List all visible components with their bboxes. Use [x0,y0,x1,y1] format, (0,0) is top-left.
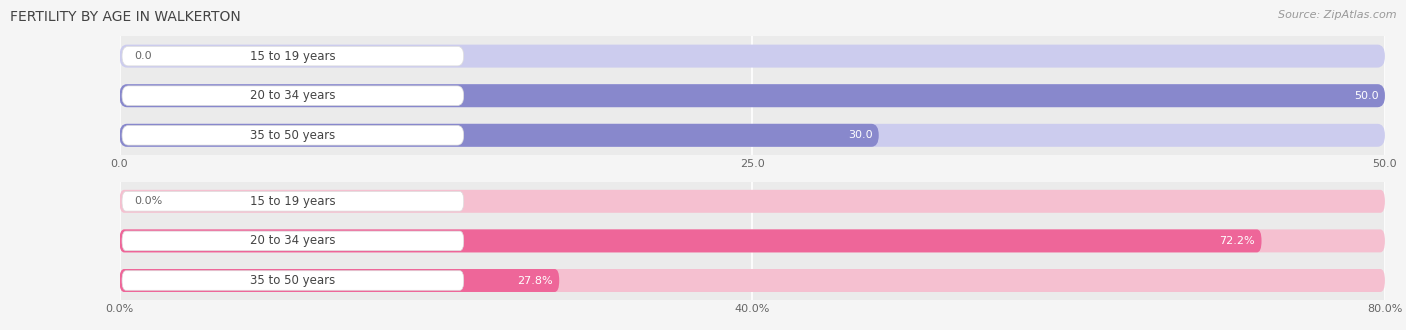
Text: 50.0: 50.0 [1354,91,1379,101]
Text: Source: ZipAtlas.com: Source: ZipAtlas.com [1278,10,1396,20]
Text: 27.8%: 27.8% [517,276,553,285]
FancyBboxPatch shape [122,191,464,211]
FancyBboxPatch shape [120,124,879,147]
FancyBboxPatch shape [120,269,1385,292]
FancyBboxPatch shape [122,271,464,290]
FancyBboxPatch shape [122,231,464,251]
Text: 20 to 34 years: 20 to 34 years [250,234,336,248]
Text: 35 to 50 years: 35 to 50 years [250,274,336,287]
FancyBboxPatch shape [122,46,464,66]
Text: 0.0%: 0.0% [135,196,163,206]
Text: 30.0: 30.0 [848,130,873,140]
FancyBboxPatch shape [120,229,1385,252]
Text: 72.2%: 72.2% [1219,236,1256,246]
FancyBboxPatch shape [120,229,1261,252]
FancyBboxPatch shape [120,190,1385,213]
Text: 0.0: 0.0 [135,51,152,61]
FancyBboxPatch shape [120,84,1385,107]
Text: 15 to 19 years: 15 to 19 years [250,195,336,208]
FancyBboxPatch shape [122,125,464,145]
FancyBboxPatch shape [120,45,1385,68]
Text: 35 to 50 years: 35 to 50 years [250,129,336,142]
Text: 20 to 34 years: 20 to 34 years [250,89,336,102]
Text: FERTILITY BY AGE IN WALKERTON: FERTILITY BY AGE IN WALKERTON [10,10,240,24]
FancyBboxPatch shape [122,86,464,106]
FancyBboxPatch shape [120,84,1385,107]
FancyBboxPatch shape [120,269,560,292]
FancyBboxPatch shape [120,124,1385,147]
Text: 15 to 19 years: 15 to 19 years [250,50,336,63]
